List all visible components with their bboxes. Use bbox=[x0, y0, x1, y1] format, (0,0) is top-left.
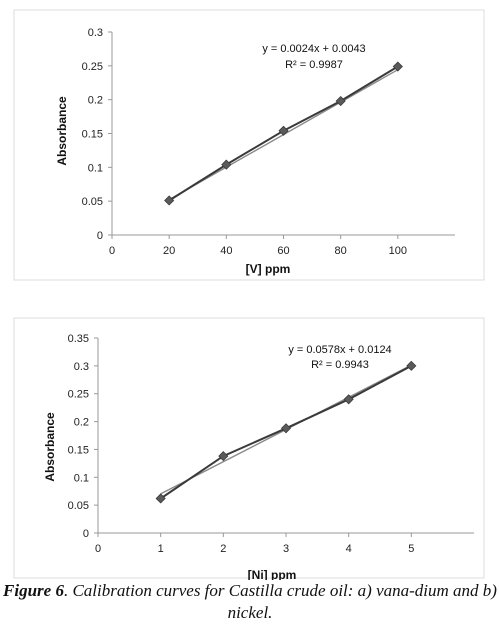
chart-a-x-tick-label: 100 bbox=[389, 245, 407, 257]
chart-b-x-tick-label: 5 bbox=[408, 543, 414, 555]
chart-a-x-tick-label: 40 bbox=[220, 245, 232, 257]
chart-b-y-tick-label: 0.15 bbox=[68, 444, 89, 456]
chart-b-y-tick-label: 0.35 bbox=[68, 333, 89, 345]
chart-b-data-point bbox=[280, 423, 292, 434]
chart-a-border bbox=[13, 9, 485, 281]
figure-caption: Figure 6. Calibration curves for Castill… bbox=[0, 580, 500, 624]
chart-a-y-tick-label: 0.15 bbox=[82, 129, 103, 141]
chart-b-border bbox=[13, 317, 485, 579]
chart-b-y-tick-label: 0.3 bbox=[74, 361, 89, 373]
chart-a-data-point bbox=[221, 159, 232, 170]
chart-a-xlabel: [V] ppm bbox=[246, 262, 291, 276]
chart-b-ylabel: Absorbance bbox=[43, 412, 57, 482]
chart-a-ylabel: Absorbance bbox=[55, 96, 69, 166]
figure-canvas: Absorbance [V] ppm y = 0.0024x + 0.0043 … bbox=[13, 9, 485, 580]
chart-a-x-tick-label: 80 bbox=[335, 245, 347, 257]
chart-a-data-point bbox=[278, 125, 289, 136]
chart-b-data-point bbox=[155, 493, 166, 504]
chart-b-data-point bbox=[343, 394, 354, 405]
chart-a-y-tick-label: 0.25 bbox=[82, 61, 103, 73]
chart-a-x-tick-label: 0 bbox=[109, 245, 115, 257]
chart-a-data-point bbox=[164, 195, 175, 206]
vanadium-calibration-chart: Absorbance [V] ppm y = 0.0024x + 0.0043 … bbox=[13, 9, 485, 281]
chart-a-x-tick-label: 60 bbox=[277, 245, 289, 257]
chart-a-y-tick-label: 0.3 bbox=[88, 27, 103, 39]
chart-a-data-point bbox=[392, 61, 403, 72]
chart-b-data-point bbox=[218, 451, 229, 462]
chart-b-y-tick-label: 0.05 bbox=[68, 500, 89, 512]
chart-a-y-tick-label: 0.2 bbox=[88, 95, 103, 107]
chart-b-x-tick-label: 2 bbox=[220, 543, 226, 555]
chart-b-data-point bbox=[406, 360, 417, 371]
figure-caption-text: . Calibration curves for Castilla crude … bbox=[63, 581, 497, 622]
chart-b-x-tick-label: 4 bbox=[346, 543, 352, 555]
chart-a-x-tick-label: 20 bbox=[163, 245, 175, 257]
chart-b-xlabel: [Ni] ppm bbox=[248, 568, 297, 580]
chart-b-x-tick-label: 3 bbox=[283, 543, 289, 555]
chart-b-x-tick-label: 0 bbox=[95, 543, 101, 555]
chart-a-r2: R² = 0.9987 bbox=[285, 59, 343, 71]
chart-a-equation: y = 0.0024x + 0.0043 bbox=[262, 43, 365, 55]
nickel-calibration-chart: Absorbance [Ni] ppm y = 0.0578x + 0.0124… bbox=[13, 317, 485, 580]
chart-b-r2: R² = 0.9943 bbox=[311, 359, 369, 371]
chart-a-y-tick-label: 0.1 bbox=[88, 162, 103, 174]
chart-b-equation: y = 0.0578x + 0.0124 bbox=[288, 344, 391, 356]
chart-a-data-point bbox=[335, 95, 346, 107]
chart-b-y-tick-label: 0.1 bbox=[74, 472, 89, 484]
chart-b-x-tick-label: 1 bbox=[158, 543, 164, 555]
figure-label: Figure 6 bbox=[3, 581, 64, 600]
chart-b-y-tick-label: 0 bbox=[83, 528, 89, 540]
chart-a-y-tick-label: 0.05 bbox=[82, 196, 103, 208]
chart-b-y-tick-label: 0.25 bbox=[68, 389, 89, 401]
chart-a-y-tick-label: 0 bbox=[97, 230, 103, 242]
chart-b-y-tick-label: 0.2 bbox=[74, 417, 89, 429]
